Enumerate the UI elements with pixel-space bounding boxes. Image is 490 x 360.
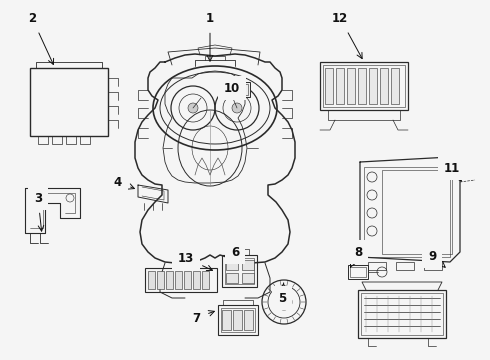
Bar	[222, 255, 257, 287]
Bar	[30, 68, 108, 136]
Text: 3: 3	[34, 192, 44, 231]
Text: 9: 9	[428, 249, 445, 267]
Text: 4: 4	[114, 175, 134, 189]
Bar	[244, 310, 253, 330]
Bar	[368, 262, 386, 270]
Text: 7: 7	[192, 311, 214, 324]
Bar	[391, 68, 399, 104]
Text: 10: 10	[224, 81, 240, 94]
Text: 11: 11	[444, 162, 462, 181]
Bar	[226, 260, 238, 270]
Bar	[361, 293, 443, 335]
Text: 5: 5	[278, 283, 286, 305]
Bar	[193, 271, 200, 289]
Bar	[347, 68, 355, 104]
Bar	[242, 273, 254, 283]
Bar	[221, 308, 255, 332]
Text: 13: 13	[178, 252, 213, 270]
Bar	[184, 271, 191, 289]
Bar	[336, 68, 344, 104]
Bar	[396, 262, 414, 270]
Bar	[166, 271, 173, 289]
Bar	[52, 136, 62, 144]
Bar	[380, 68, 388, 104]
Bar	[242, 260, 254, 270]
Bar	[358, 68, 366, 104]
Bar	[226, 273, 238, 283]
Bar	[328, 110, 400, 120]
Bar	[80, 136, 90, 144]
Bar	[145, 268, 217, 292]
Bar	[382, 170, 452, 254]
Bar	[350, 267, 366, 277]
Bar	[234, 84, 248, 95]
Bar	[232, 82, 250, 97]
Bar	[34, 72, 104, 132]
Bar	[225, 258, 254, 284]
Bar	[38, 136, 48, 144]
Bar	[364, 167, 450, 257]
Bar	[424, 262, 442, 270]
Text: 12: 12	[332, 12, 362, 59]
Bar	[218, 305, 258, 335]
Bar	[222, 310, 231, 330]
Ellipse shape	[232, 103, 242, 113]
Text: 6: 6	[231, 246, 239, 258]
Bar	[66, 136, 76, 144]
Ellipse shape	[188, 103, 198, 113]
Bar	[157, 271, 164, 289]
Bar	[348, 265, 368, 279]
Text: 1: 1	[206, 12, 214, 61]
Bar	[369, 68, 377, 104]
Bar	[320, 62, 408, 110]
Ellipse shape	[281, 299, 287, 305]
Text: 2: 2	[28, 12, 53, 64]
Bar	[202, 271, 209, 289]
Bar	[358, 290, 446, 338]
Bar	[175, 271, 182, 289]
Text: 8: 8	[350, 246, 362, 267]
Bar	[148, 271, 155, 289]
Bar	[233, 310, 242, 330]
Bar	[325, 68, 333, 104]
Bar	[323, 65, 405, 107]
